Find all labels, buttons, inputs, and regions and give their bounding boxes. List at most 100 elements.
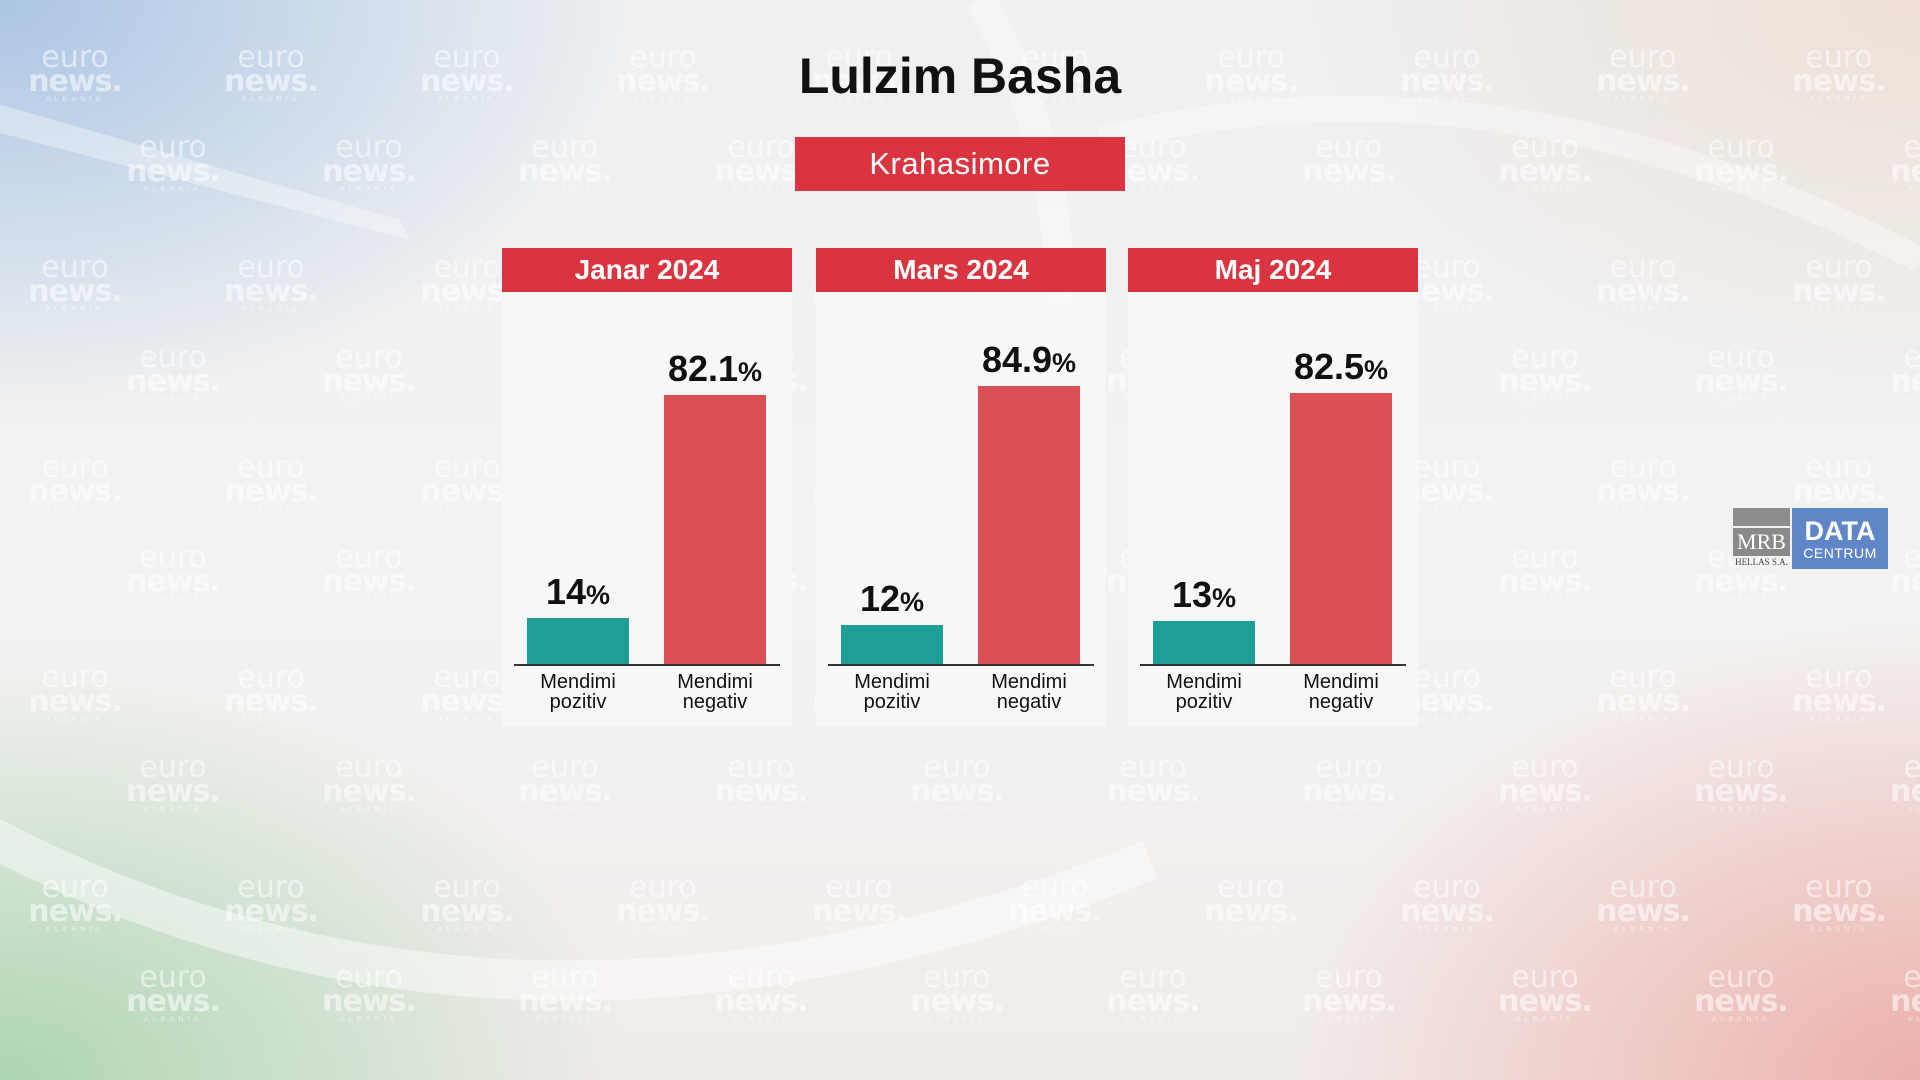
bar-negative [978,386,1080,664]
panel-title: Maj 2024 [1128,248,1418,292]
bar-negative [1290,393,1392,664]
mrb-logo-text: MRB [1733,528,1790,556]
category-label: Mendimi pozitiv [1166,671,1242,713]
bar-positive [841,625,943,664]
bar-positive [527,618,629,664]
chart-panel: Janar 2024 14% Mendimi pozitiv 82.1% Mendimi n… [502,248,792,726]
datacentrum-logo-text: DATA [1804,516,1876,546]
chart-panel: Maj 2024 13% Mendimi pozitiv 82.5% Mendimi neg… [1128,248,1418,726]
data-label: 12% [859,578,925,619]
data-label: 84.9% [981,339,1077,380]
data-label: 82.5% [1293,346,1389,387]
category-label: Mendimi pozitiv [854,671,930,713]
chart-title: Lulzim Basha [798,48,1122,104]
panel-title: Mars 2024 [816,248,1106,292]
category-label: Mendimi negativ [1303,671,1379,713]
category-label: Mendimi negativ [677,671,753,713]
x-axis-baseline [1140,664,1406,666]
category-label: Mendimi pozitiv [540,671,616,713]
subtitle-banner: Krahasimore [795,137,1125,191]
category-label: Mendimi negativ [991,671,1067,713]
datacentrum-logo-subtext: CENTRUM [1803,545,1877,561]
data-label: 14% [545,571,611,612]
data-label: 13% [1171,574,1237,615]
x-axis-baseline [828,664,1094,666]
bar-negative [664,395,766,664]
bar-positive [1153,621,1255,664]
mrb-logo-subtext: HELLAS S.A. [1735,557,1788,567]
mrb-logo: MRB HELLAS S.A. [1733,508,1790,569]
datacentrum-logo: DATA CENTRUM [1792,508,1888,569]
chart-panel: Mars 2024 12% Mendimi pozitiv 84.9% Mendimi ne… [816,248,1106,726]
